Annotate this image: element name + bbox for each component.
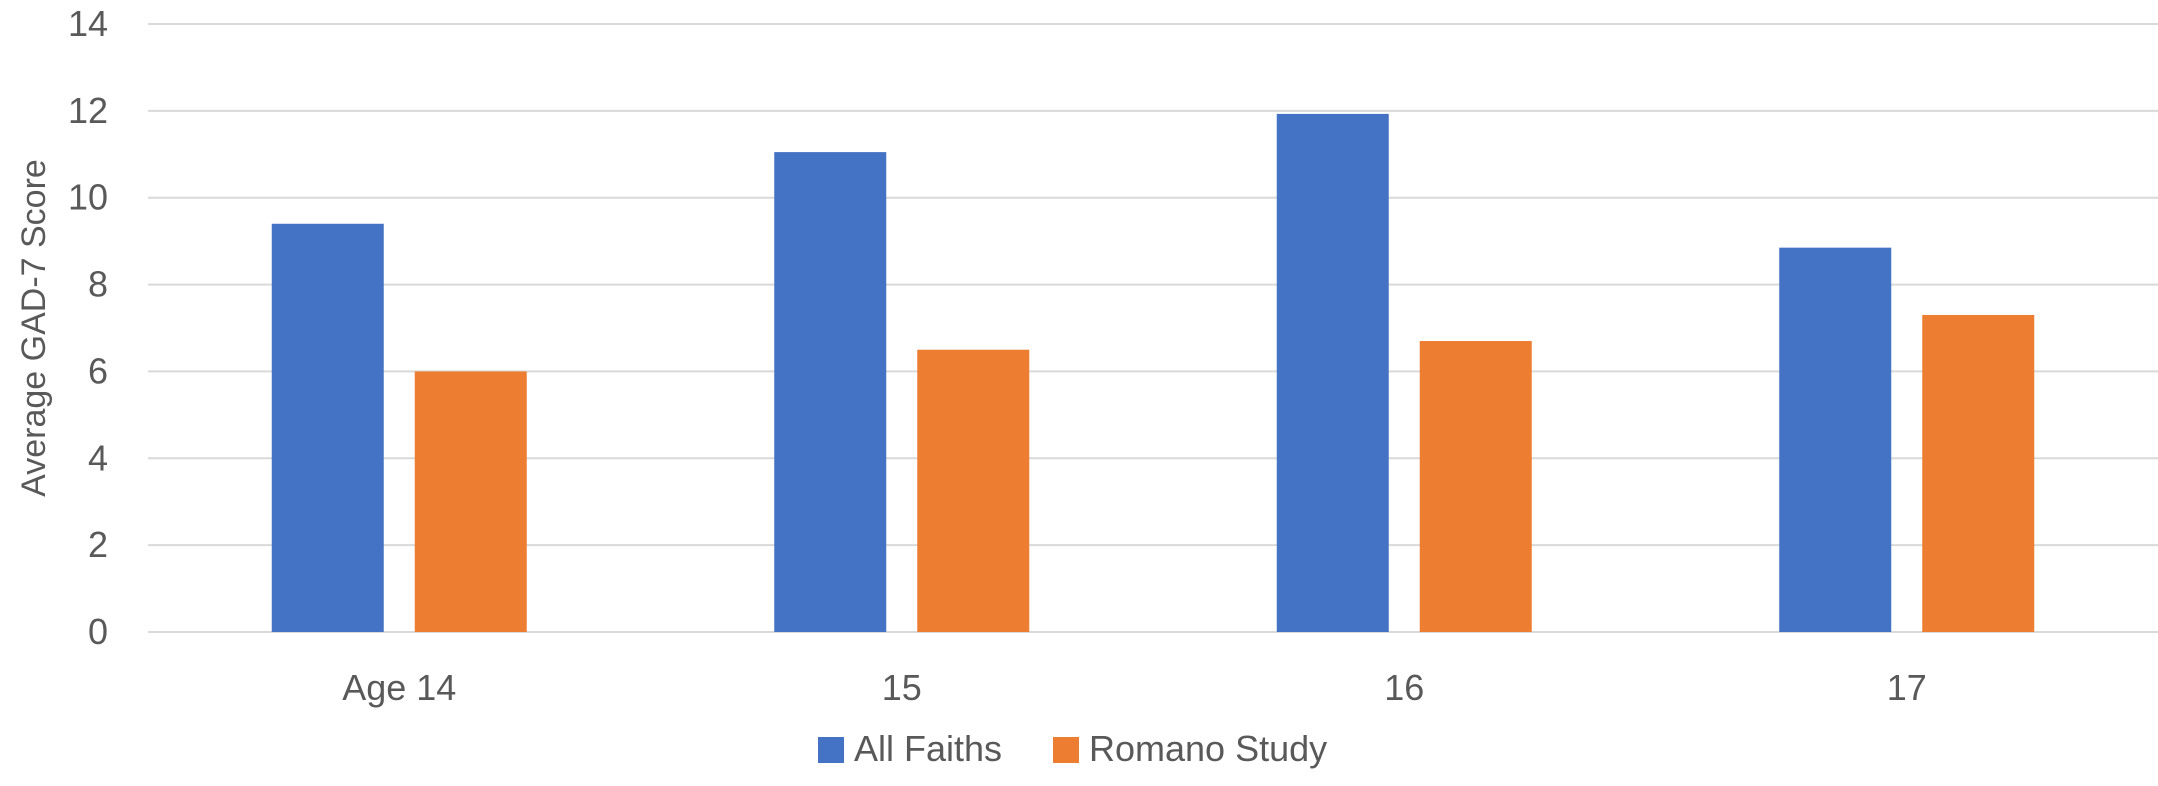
legend-swatch	[1053, 737, 1079, 763]
x-tick-label: 16	[1384, 667, 1424, 708]
y-tick-label: 2	[88, 524, 108, 565]
legend-label: All Faiths	[854, 728, 1002, 769]
y-axis-ticks: 0 2 4 6 8 10 12 14	[68, 3, 108, 652]
y-axis-title: Average GAD-7 Score	[15, 159, 53, 497]
legend: All Faiths Romano Study	[818, 728, 1327, 769]
x-tick-label: Age 14	[342, 667, 456, 708]
bar-all-faiths	[271, 223, 384, 632]
legend-label: Romano Study	[1089, 728, 1327, 769]
bar-romano-study	[1922, 314, 2035, 632]
x-tick-label: 17	[1887, 667, 1927, 708]
bar-romano-study	[414, 371, 527, 632]
y-tick-label: 4	[88, 437, 108, 478]
x-axis-ticks: Age 14 15 16 17	[342, 667, 1927, 708]
y-tick-label: 6	[88, 350, 108, 391]
bar-all-faiths	[1779, 247, 1892, 632]
bar-all-faiths	[774, 152, 887, 632]
y-tick-label: 12	[68, 90, 108, 131]
y-tick-label: 0	[88, 611, 108, 652]
bar-romano-study	[1419, 341, 1532, 632]
y-tick-label: 8	[88, 264, 108, 305]
bar-romano-study	[917, 349, 1030, 632]
legend-swatch	[818, 737, 844, 763]
y-tick-label: 14	[68, 3, 108, 44]
bars	[271, 113, 2035, 632]
y-tick-label: 10	[68, 177, 108, 218]
bar-all-faiths	[1276, 113, 1389, 632]
x-tick-label: 15	[882, 667, 922, 708]
